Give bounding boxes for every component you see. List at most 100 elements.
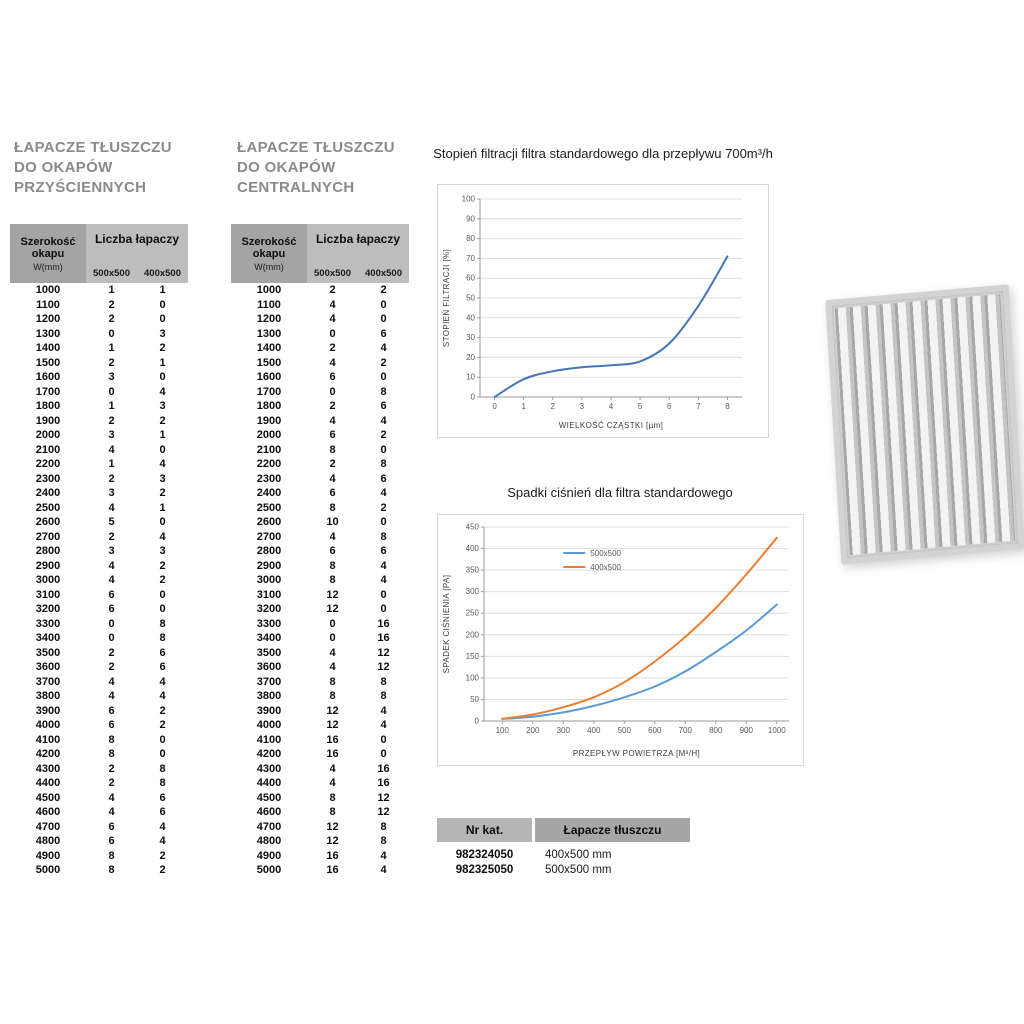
- filter-count-cell: 16: [377, 762, 390, 775]
- table-row: 3700 4 4: [10, 675, 188, 690]
- table-row: 3000 4 2: [10, 573, 188, 588]
- filter-count-cell: 12: [326, 820, 339, 833]
- y-tick-label: 400: [466, 544, 480, 553]
- filter-count-cell: 2: [108, 313, 115, 325]
- table-row: 2700 2 4: [10, 530, 188, 545]
- hood-width-cell: 4600: [256, 806, 282, 818]
- y-axis-title: SPADEK CIŚNIENIA [PA]: [442, 575, 451, 674]
- filter-count-cell: 10: [326, 516, 339, 528]
- table-row: 1600 3 0: [10, 370, 188, 385]
- hood-width-cell: 4300: [256, 762, 282, 775]
- filter-count-cell: 0: [159, 603, 166, 615]
- filter-count-cell: 12: [326, 719, 339, 731]
- pressure-chart: 0 50 100 150 200 250 300 350 400 450 100 200 300 400 5…: [437, 514, 804, 766]
- hood-width-cell: 4600: [35, 806, 61, 818]
- hood-width-cell: 2000: [35, 429, 61, 441]
- hood-width-cell: 2200: [256, 458, 282, 470]
- series-line-stopien-filtracji: [493, 255, 729, 398]
- hood-width-cell: 4100: [35, 733, 61, 746]
- filter-count-cell: 3: [108, 487, 115, 499]
- filter-count-cell: 0: [329, 385, 336, 398]
- pressure-chart-svg: 0 50 100 150 200 250 300 350 400 450 100 200 300 400 5…: [442, 523, 789, 758]
- hood-width-cell: 4900: [256, 849, 282, 862]
- table-row: 1300 0 3: [10, 327, 188, 342]
- filter-count-cell: 2: [380, 356, 387, 369]
- table-row: 3500 4 12: [231, 646, 409, 661]
- x-tick-label: 300: [557, 726, 571, 735]
- table-row: 1500 4 2: [231, 356, 409, 371]
- hood-width-cell: 3200: [35, 603, 61, 615]
- filter-count-cell: 6: [329, 545, 336, 557]
- hood-width-cell: 2900: [256, 559, 282, 572]
- hood-width-cell: 1000: [256, 284, 282, 296]
- hood-width-cell: 3300: [35, 617, 61, 630]
- filter-count-cell: 2: [380, 429, 387, 441]
- filter-count-cell: 2: [329, 400, 336, 412]
- catalog-row: 982324050 400x500 mm: [437, 848, 700, 863]
- filter-count-cell: 4: [108, 559, 115, 572]
- hood-width-cell: 4700: [256, 820, 282, 833]
- filter-count-cell: 6: [329, 487, 336, 499]
- filter-count-cell: 4: [380, 704, 387, 717]
- product-image-grease-filter: [825, 284, 1024, 565]
- filter-count-cell: 4: [380, 864, 387, 876]
- filter-count-cell: 12: [377, 646, 390, 659]
- hood-width-cell: 2400: [256, 487, 282, 499]
- hood-width-cell: 4400: [256, 777, 282, 789]
- hood-width-cell: 2800: [256, 545, 282, 557]
- filter-count-cell: 16: [377, 617, 390, 630]
- x-tick-label: 7: [696, 402, 701, 411]
- filter-count-cell: 8: [108, 733, 115, 746]
- table-row: 2800 6 6: [231, 544, 409, 559]
- filter-count-cell: 1: [159, 356, 166, 369]
- table-row: 4200 16 0: [231, 747, 409, 762]
- filter-count-cell: 16: [377, 632, 390, 644]
- table-row: 3100 12 0: [231, 588, 409, 603]
- hood-width-cell: 3900: [256, 704, 282, 717]
- filter-count-cell: 4: [329, 661, 336, 673]
- table-row: 4300 2 8: [10, 762, 188, 777]
- table-row: 4900 16 4: [231, 849, 409, 864]
- filter-count-cell: 5: [108, 516, 115, 528]
- filter-count-cell: 8: [159, 617, 166, 630]
- table-row: 3000 8 4: [231, 573, 409, 588]
- hood-width-cell: 2500: [256, 501, 282, 514]
- table-header: Szerokość okapu W(mm) Liczba łapaczy 500…: [10, 224, 188, 283]
- table-row: 1800 2 6: [231, 399, 409, 414]
- x-tick-label: 800: [709, 726, 723, 735]
- x-tick-label: 700: [679, 726, 693, 735]
- filter-count-cell: 0: [108, 327, 115, 340]
- filter-count-cell: 3: [159, 327, 166, 340]
- filter-count-cell: 0: [380, 516, 387, 528]
- table-row: 3800 8 8: [231, 689, 409, 704]
- filter-count-cell: 4: [380, 719, 387, 731]
- filter-count-cell: 4: [108, 806, 115, 818]
- hood-width-cell: 4400: [35, 777, 61, 789]
- filter-count-cell: 12: [326, 835, 339, 847]
- hood-width-cell: 2700: [35, 530, 61, 543]
- hood-width-cell: 1800: [256, 400, 282, 412]
- catalog-row: 982325050 500x500 mm: [437, 863, 700, 878]
- catalog-body: 982324050 400x500 mm 982325050 500x500 mm: [437, 842, 700, 878]
- table-row: 2400 6 4: [231, 486, 409, 501]
- filter-count-cell: 2: [159, 559, 166, 572]
- table-row: 1900 2 2: [10, 414, 188, 429]
- filter-count-cell: 4: [329, 530, 336, 543]
- filter-count-cell: 6: [329, 429, 336, 441]
- hood-width-cell: 3700: [35, 675, 61, 688]
- hood-width-cell: 4300: [35, 762, 61, 775]
- x-tick-label: 200: [526, 726, 540, 735]
- table-row: 3900 12 4: [231, 704, 409, 719]
- table-row: 4900 8 2: [10, 849, 188, 864]
- x-axis-title: WIELKOŚĆ CZĄSTKI [µm]: [559, 421, 664, 430]
- size-col-header: 500x500: [93, 268, 130, 279]
- title-line: CENTRALNYCH: [237, 179, 355, 196]
- table-body: 1000 2 2 1100 4 0 1200 4 0 1300 0 6 1400 2 4 1500 4 2 1600…: [231, 283, 409, 878]
- table-row: 3700 8 8: [231, 675, 409, 690]
- table-row: 1800 1 3: [10, 399, 188, 414]
- filter-count-cell: 2: [329, 342, 336, 354]
- hood-width-cell: 1900: [35, 414, 61, 427]
- width-header-cell: Szerokość okapu W(mm): [231, 224, 307, 283]
- table-row: 2900 4 2: [10, 559, 188, 574]
- filter-count-cell: 8: [108, 748, 115, 760]
